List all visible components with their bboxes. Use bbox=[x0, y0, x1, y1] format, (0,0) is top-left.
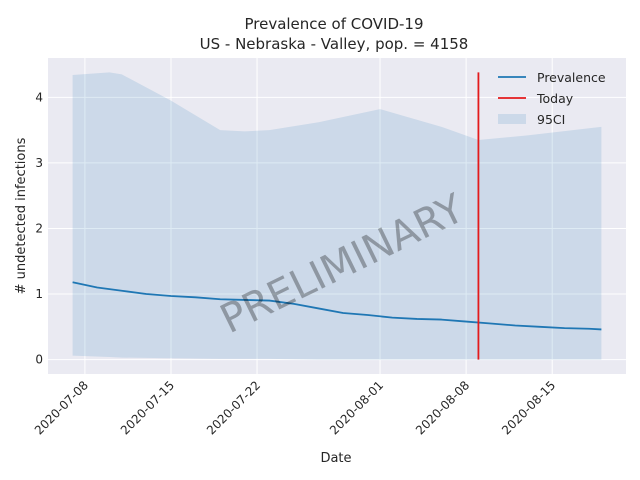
legend-prevalence-label: Prevalence bbox=[537, 70, 606, 85]
x-tick-label: 2020-07-22 bbox=[204, 378, 263, 437]
chart-title: Prevalence of COVID-19 bbox=[244, 15, 423, 33]
y-tick-label: 4 bbox=[35, 90, 43, 104]
ci-band bbox=[72, 72, 602, 360]
legend: Prevalence Today 95CI bbox=[498, 70, 606, 127]
x-tick-label: 2020-08-15 bbox=[499, 378, 558, 437]
legend-ci-swatch bbox=[498, 114, 526, 124]
ci-band-layer bbox=[72, 72, 602, 360]
x-tick-label: 2020-08-01 bbox=[327, 378, 386, 437]
y-axis-label: # undetected infections bbox=[14, 137, 29, 294]
x-tick-label: 2020-08-08 bbox=[413, 378, 472, 437]
legend-today-label: Today bbox=[536, 91, 574, 106]
legend-ci-label: 95CI bbox=[537, 112, 565, 127]
y-tick-label: 1 bbox=[35, 287, 43, 301]
chart-subtitle: US - Nebraska - Valley, pop. = 4158 bbox=[200, 35, 469, 53]
x-tick-labels: 2020-07-08 2020-07-15 2020-07-22 2020-08-01… bbox=[32, 378, 559, 437]
series-layer bbox=[72, 281, 602, 331]
prevalence-line bbox=[72, 281, 602, 331]
x-tick-label: 2020-07-15 bbox=[118, 378, 177, 437]
y-tick-label: 3 bbox=[35, 156, 43, 170]
x-tick-label: 2020-07-08 bbox=[32, 378, 91, 437]
x-axis-label: Date bbox=[320, 451, 351, 466]
y-tick-label: 2 bbox=[35, 221, 43, 235]
y-tick-labels: 0 1 2 3 4 bbox=[35, 90, 43, 366]
plot-background bbox=[48, 58, 626, 374]
y-tick-label: 0 bbox=[35, 353, 43, 367]
